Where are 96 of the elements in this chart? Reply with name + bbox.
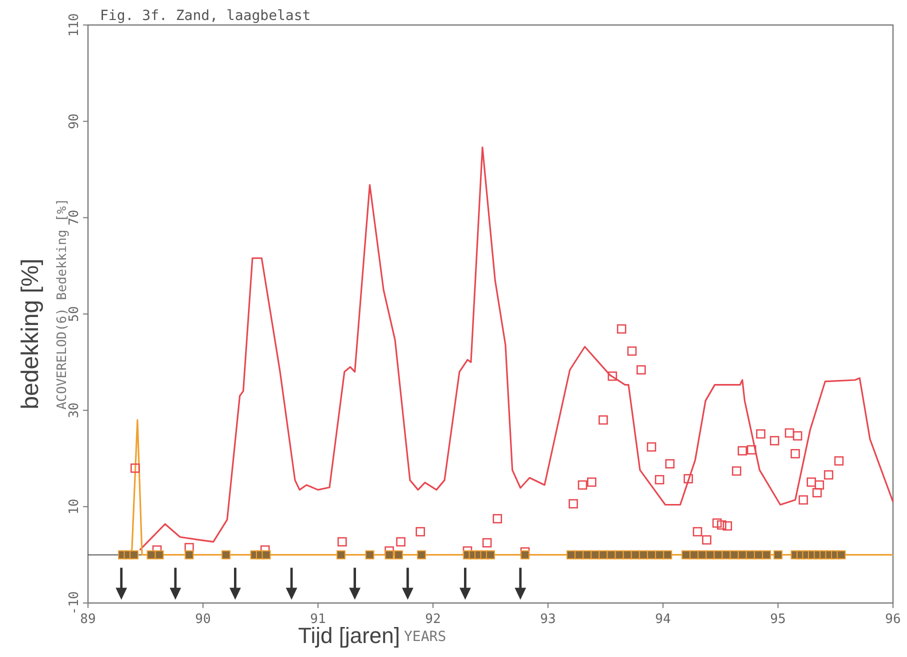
- point: [690, 550, 699, 560]
- point: [717, 520, 726, 530]
- point: [738, 550, 747, 560]
- point: [684, 474, 693, 484]
- point: [638, 550, 648, 560]
- point: [663, 550, 672, 560]
- point: [654, 475, 664, 484]
- point: [746, 550, 755, 560]
- y-tick-label: 110: [67, 13, 82, 37]
- point: [568, 499, 578, 508]
- point: [482, 538, 492, 548]
- y-tick-label: 10: [67, 498, 82, 514]
- chart-title: Fig. 3f. Zand, laagbelast: [100, 8, 311, 24]
- point: [824, 470, 834, 480]
- point: [616, 324, 626, 334]
- y-tick-label: 90: [67, 114, 82, 130]
- point: [792, 431, 802, 441]
- x-tick-label: 93: [540, 612, 556, 627]
- point: [598, 415, 608, 425]
- point: [606, 550, 616, 560]
- point: [798, 495, 808, 505]
- point: [722, 521, 732, 531]
- point: [812, 488, 822, 498]
- x-tick-label: 94: [655, 612, 671, 627]
- point: [384, 550, 394, 560]
- x-tick-label: 90: [195, 612, 211, 627]
- point: [746, 445, 756, 454]
- point: [566, 550, 576, 560]
- point: [520, 550, 530, 560]
- point: [574, 550, 584, 560]
- text: YEARS: [404, 629, 446, 645]
- point: [608, 371, 618, 381]
- point: [834, 456, 844, 466]
- y-axis-title: bedekking [%]: [17, 258, 44, 410]
- point: [338, 537, 347, 546]
- point: [714, 550, 723, 560]
- x-tick-label: 95: [770, 612, 786, 627]
- point: [417, 550, 426, 560]
- point: [738, 446, 747, 456]
- point: [598, 550, 608, 560]
- point: [130, 463, 140, 473]
- point: [774, 550, 782, 560]
- point: [730, 550, 739, 560]
- point: [636, 365, 646, 375]
- y-tick-label: 30: [67, 402, 82, 418]
- point: [587, 477, 596, 487]
- x-tick-label: 89: [80, 612, 96, 627]
- point: [222, 550, 230, 560]
- point: [692, 527, 702, 536]
- point: [682, 550, 690, 560]
- point: [184, 550, 194, 560]
- point: [706, 550, 715, 560]
- point: [784, 428, 794, 438]
- x-tick-label: 92: [425, 612, 441, 627]
- point: [630, 550, 640, 560]
- point: [712, 518, 722, 528]
- point: [665, 459, 675, 468]
- point: [582, 550, 592, 560]
- point: [154, 550, 164, 560]
- point: [806, 477, 816, 487]
- x-tick-label: 96: [885, 612, 901, 627]
- point: [814, 480, 824, 490]
- point: [754, 550, 763, 560]
- point: [756, 429, 766, 439]
- point: [702, 535, 712, 545]
- point: [627, 346, 637, 356]
- point: [655, 550, 664, 560]
- point: [647, 550, 656, 560]
- point: [262, 550, 271, 560]
- point: [590, 550, 600, 560]
- point: [762, 550, 771, 560]
- point: [336, 550, 346, 560]
- point: [394, 550, 403, 560]
- point: [790, 449, 800, 458]
- point: [770, 436, 780, 446]
- point: [614, 550, 624, 560]
- point: [396, 537, 406, 546]
- y-tick-label: 70: [67, 210, 82, 226]
- point: [732, 466, 742, 476]
- point: [416, 527, 425, 536]
- point: [130, 550, 138, 560]
- point: [646, 442, 656, 452]
- point: [492, 514, 502, 524]
- point: [578, 480, 588, 490]
- point: [622, 550, 632, 560]
- point: [365, 550, 374, 560]
- y-tick-label: 50: [67, 306, 82, 322]
- point: [698, 550, 707, 560]
- y-tick-label: -10: [67, 591, 82, 615]
- point: [146, 550, 156, 560]
- line-series: [138, 146, 894, 551]
- point: [722, 550, 731, 560]
- text: ACOVERELOD(6) Bedekking [%]: [55, 198, 70, 410]
- point: [486, 550, 495, 560]
- point: [836, 550, 846, 560]
- point: [184, 542, 194, 552]
